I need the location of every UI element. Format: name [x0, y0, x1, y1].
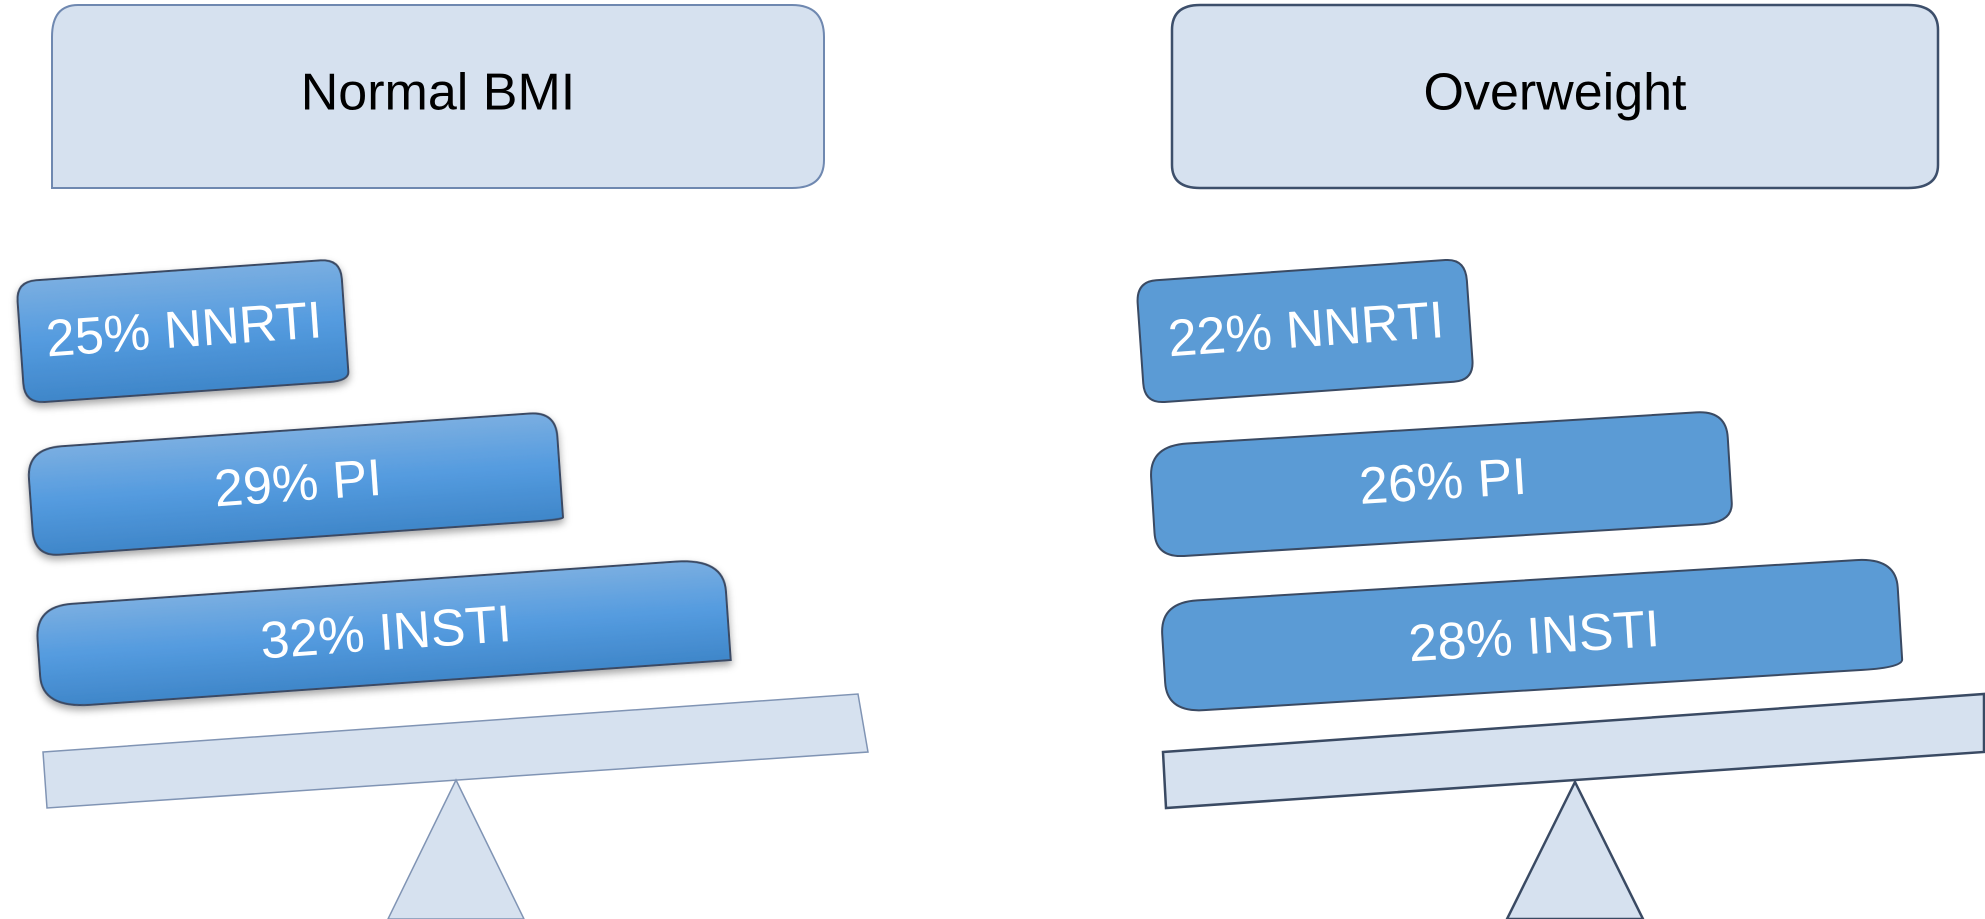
block-label: 29% PI: [212, 449, 383, 519]
block-nnrti: 25% NNRTI: [16, 259, 350, 403]
block-nnrti: 22% NNRTI: [1136, 259, 1474, 403]
panel-normal-bmi: Normal BMI 32% INSTI 29% PI 25% NNRTI: [16, 4, 869, 919]
seesaw-beam: [42, 693, 869, 809]
block-insti: 28% INSTI: [1161, 558, 1904, 712]
panel-overweight: Overweight 28% INSTI 26% PI 22% NNRTI: [1136, 3, 1985, 919]
panel-title: Overweight: [1424, 64, 1688, 122]
block-pi: 26% PI: [1150, 411, 1733, 557]
seesaw-beam: [1161, 692, 1985, 810]
fulcrum-triangle: [387, 778, 525, 919]
block-label: 26% PI: [1357, 448, 1528, 516]
title-box: Overweight: [1170, 3, 1940, 190]
block-insti: 32% INSTI: [36, 560, 732, 707]
title-box: Normal BMI: [51, 4, 825, 189]
block-pi: 29% PI: [27, 412, 564, 556]
fulcrum-triangle: [1505, 779, 1645, 919]
panel-title: Normal BMI: [301, 64, 575, 122]
